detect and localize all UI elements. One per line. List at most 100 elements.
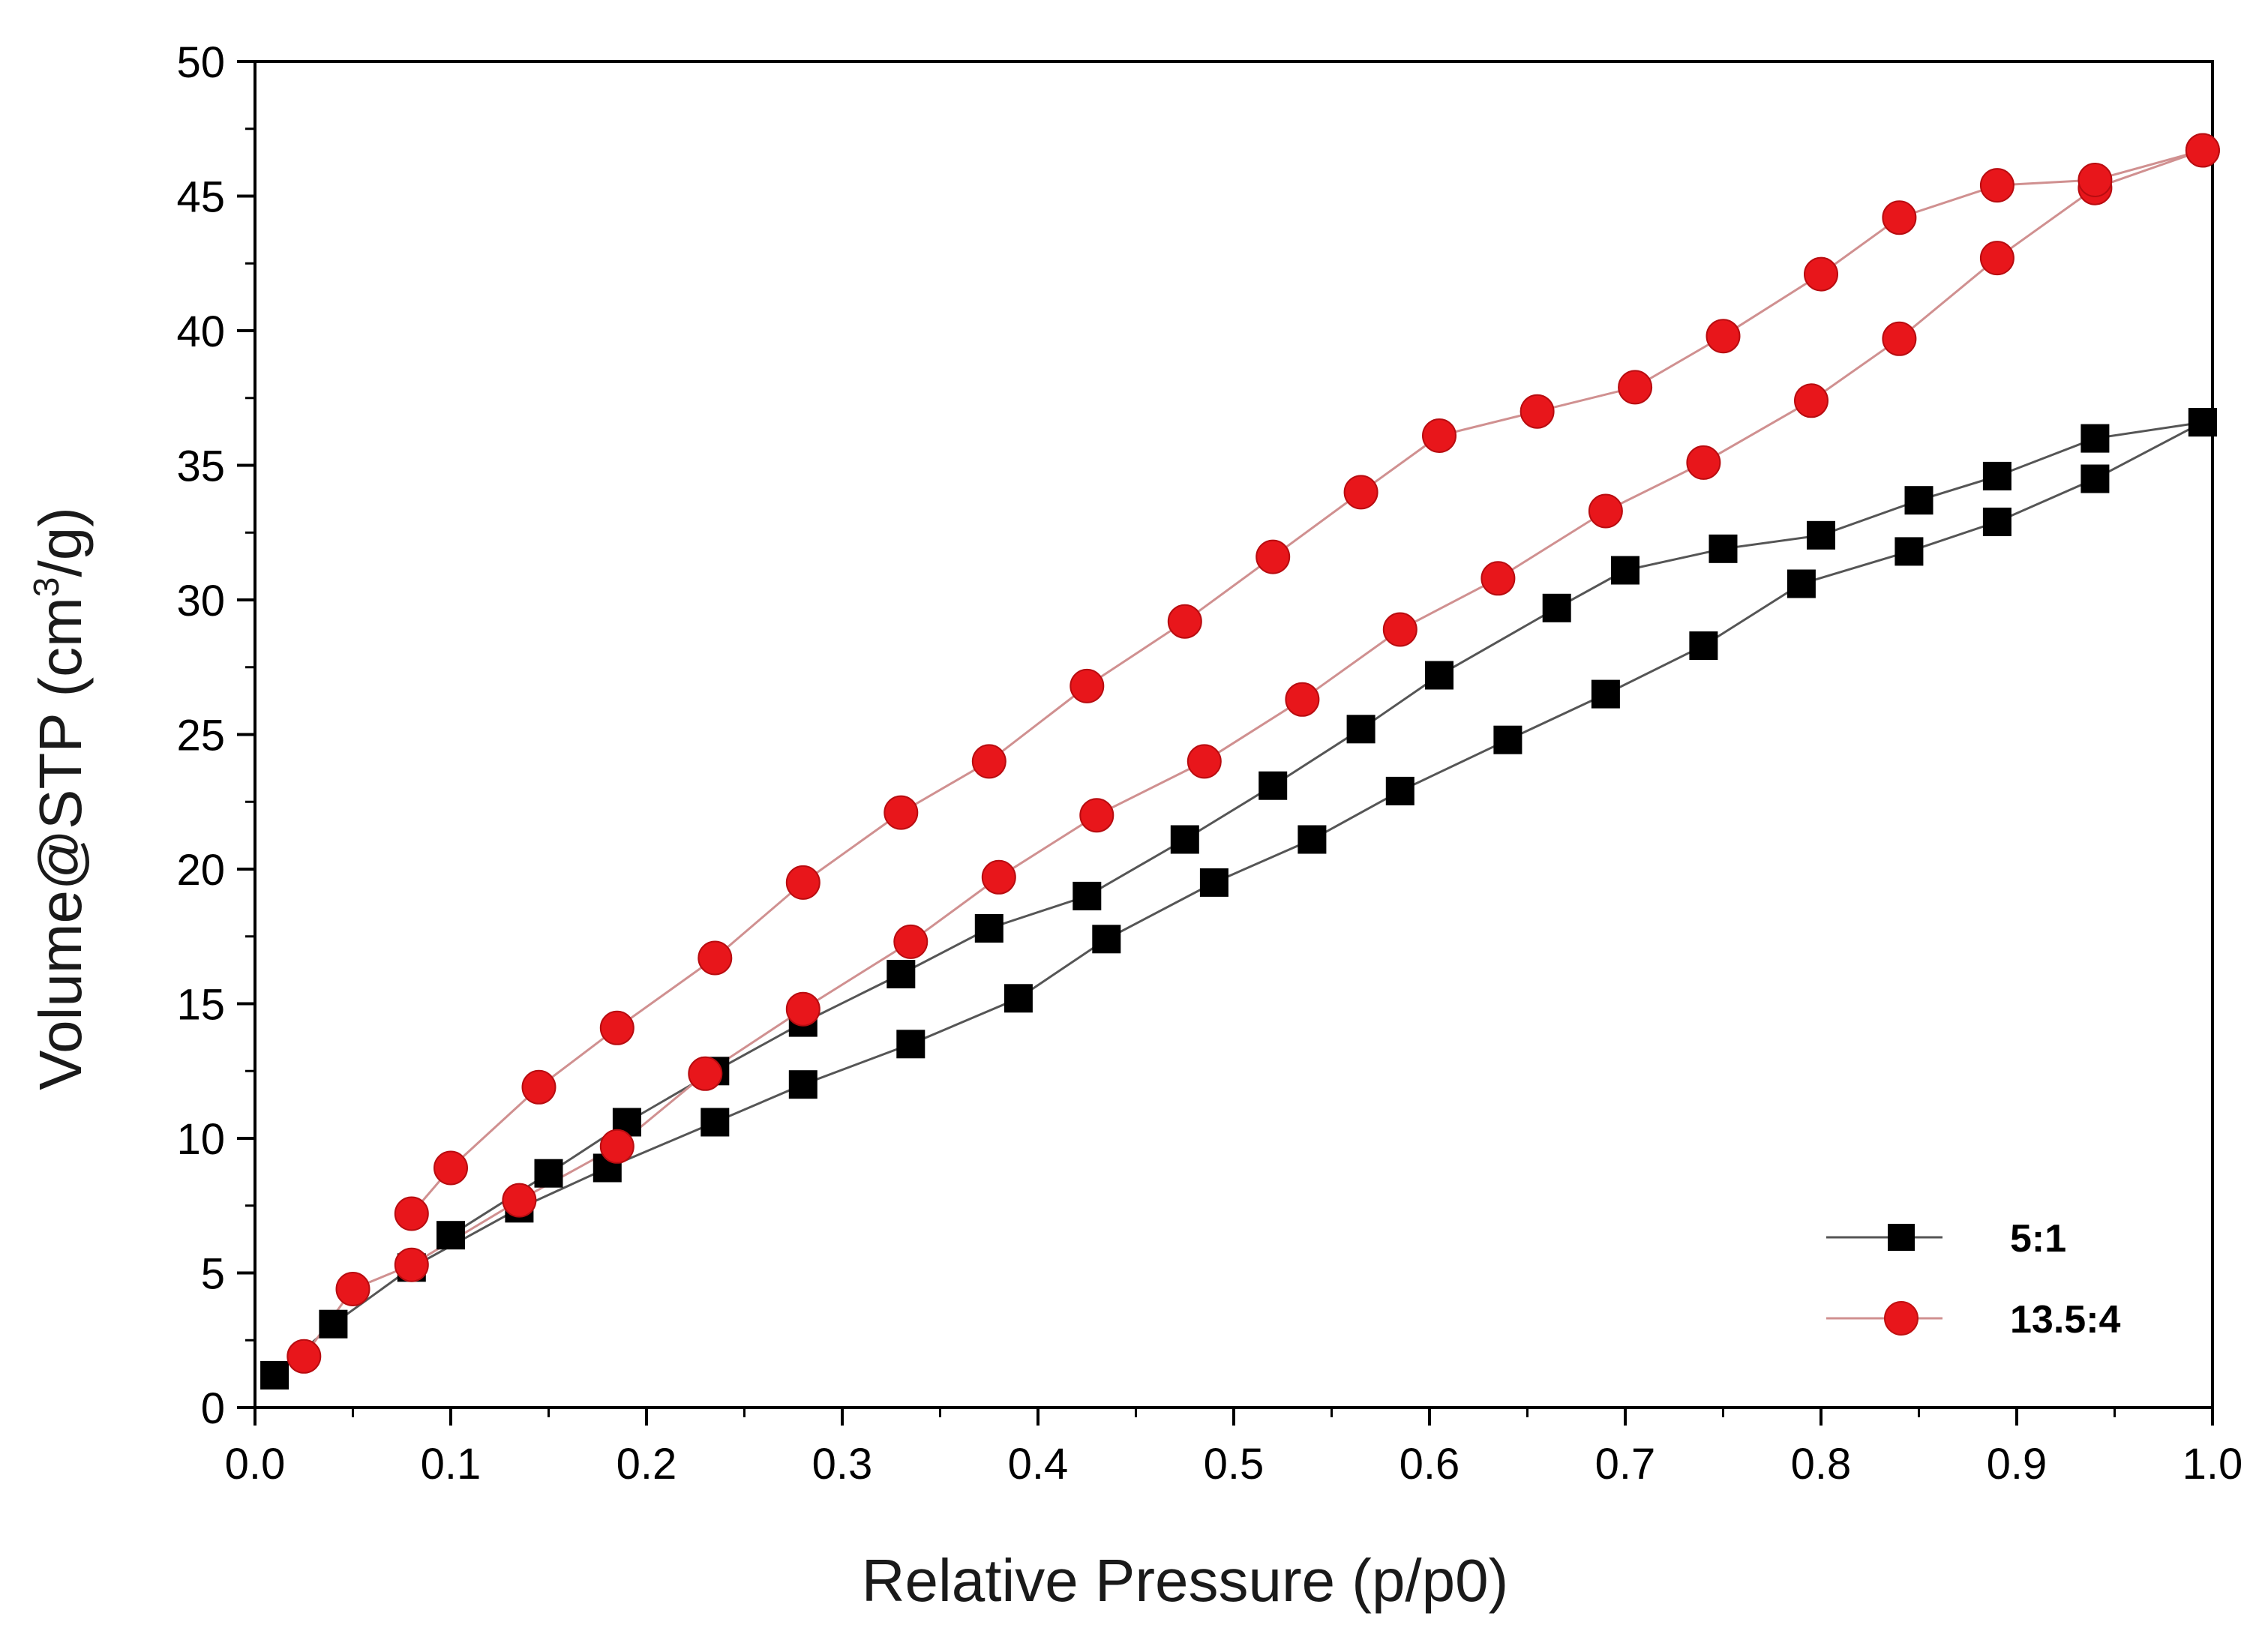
square-marker	[886, 960, 916, 988]
square-marker	[1199, 868, 1228, 897]
circle-marker	[785, 865, 820, 900]
square-marker	[1542, 593, 1571, 622]
square-marker	[1004, 984, 1033, 1013]
circle-marker	[1079, 798, 1114, 833]
circle-marker	[1186, 744, 1222, 779]
x-tick-label: 0.7	[1595, 1440, 1656, 1489]
circle-marker	[1588, 493, 1623, 529]
square-marker	[1072, 881, 1102, 910]
square-marker	[1493, 725, 1522, 754]
x-axis-title: Relative Pressure (p/p0)	[862, 1547, 1509, 1614]
y-tick-label: 50	[176, 38, 225, 87]
circle-marker	[2078, 163, 2113, 197]
y-axis-title-suffix: /g)	[27, 507, 94, 577]
y-tick-label: 30	[176, 577, 225, 625]
square-marker	[436, 1221, 465, 1250]
square-marker	[1982, 507, 2012, 536]
y-tick-label: 40	[176, 307, 225, 356]
circle-marker	[981, 859, 1016, 895]
legend-label-13-5-4: 13.5:4	[2010, 1298, 2121, 1342]
y-tick-label: 25	[176, 712, 225, 760]
square-marker	[974, 914, 1004, 943]
circle-marker	[1882, 200, 1917, 235]
circle-marker	[286, 1339, 322, 1374]
circle-marker	[1422, 418, 1456, 453]
square-marker	[1298, 825, 1327, 854]
axes: 0.0 0.1 0.2 0.3 0.4 0.5 0.6 0.7 0.8 0.9 1.0 0 5 10 15 2…	[176, 38, 2242, 1489]
legend-square-marker	[1888, 1224, 1915, 1251]
square-marker	[1807, 520, 1835, 550]
circle-marker	[893, 924, 928, 959]
legend-circle-marker	[1884, 1301, 1918, 1336]
square-marker	[2080, 424, 2110, 453]
square-marker	[2080, 464, 2110, 493]
circle-marker	[1804, 256, 1838, 292]
circle-marker	[688, 1056, 723, 1091]
square-marker	[1258, 771, 1288, 800]
y-tick-label: 35	[176, 442, 225, 491]
series-0-desorption-line	[450, 421, 2204, 1237]
x-tick-label: 0.1	[421, 1440, 482, 1489]
y-tick-label: 15	[176, 981, 225, 1030]
circle-marker	[785, 991, 820, 1027]
x-tick-label: 0.3	[812, 1440, 873, 1489]
circle-marker	[1794, 383, 1828, 418]
circle-marker	[1882, 321, 1917, 356]
x-tick-label: 0.9	[1987, 1440, 2048, 1489]
circle-marker	[1285, 682, 1320, 717]
x-tick-label: 0.6	[1400, 1440, 1460, 1489]
y-axis-title-prefix: Volume@STP (cm	[27, 597, 94, 1090]
square-marker	[2188, 408, 2217, 437]
square-marker	[1611, 556, 1640, 585]
y-tick-label: 10	[176, 1115, 225, 1164]
circle-marker	[599, 1129, 634, 1164]
circle-marker	[335, 1272, 370, 1306]
circle-marker	[599, 1010, 634, 1045]
circle-marker	[1256, 539, 1291, 574]
y-tick-label: 20	[176, 846, 225, 895]
x-tick-label: 0.4	[1008, 1440, 1069, 1489]
circle-marker	[521, 1069, 556, 1105]
y-tick-label: 5	[201, 1250, 225, 1299]
x-tick-label: 0.2	[616, 1440, 677, 1489]
y-axis-title-superscript: 3	[27, 577, 67, 597]
circle-marker	[1382, 612, 1418, 647]
y-tick-label: 45	[176, 173, 225, 222]
circle-marker	[394, 1196, 429, 1231]
circle-marker	[1070, 668, 1105, 703]
circle-marker	[1706, 319, 1741, 354]
y-tick-label: 0	[201, 1384, 225, 1433]
square-marker	[1904, 486, 1934, 515]
square-marker	[1591, 679, 1620, 709]
legend-label-5-1: 5:1	[2010, 1217, 2066, 1261]
circle-marker	[434, 1150, 468, 1186]
circle-marker	[698, 940, 733, 976]
circle-marker	[394, 1247, 429, 1282]
circle-marker	[2185, 133, 2220, 168]
square-marker	[1708, 534, 1738, 563]
y-axis-title: Volume@STP (cm3/g)	[27, 507, 94, 1090]
circle-marker	[884, 795, 919, 830]
x-tick-label: 1.0	[2182, 1440, 2243, 1489]
square-marker	[1425, 661, 1454, 690]
square-marker	[260, 1360, 290, 1390]
square-marker	[896, 1030, 926, 1059]
square-marker	[319, 1309, 348, 1339]
square-marker	[534, 1159, 563, 1188]
circle-marker	[1618, 370, 1653, 405]
square-marker	[788, 1070, 818, 1099]
square-marker	[1170, 825, 1199, 854]
circle-marker	[1686, 445, 1721, 480]
circle-marker	[502, 1183, 537, 1218]
square-marker	[1346, 715, 1376, 744]
legend: 5:1 13.5:4	[1826, 1217, 2121, 1342]
circle-marker	[1979, 168, 2014, 203]
circle-marker	[1979, 241, 2014, 276]
x-tick-label: 0.0	[225, 1440, 286, 1489]
circle-marker	[1520, 394, 1555, 429]
square-marker	[700, 1108, 730, 1137]
circle-marker	[971, 744, 1006, 779]
circle-marker	[1480, 561, 1516, 596]
